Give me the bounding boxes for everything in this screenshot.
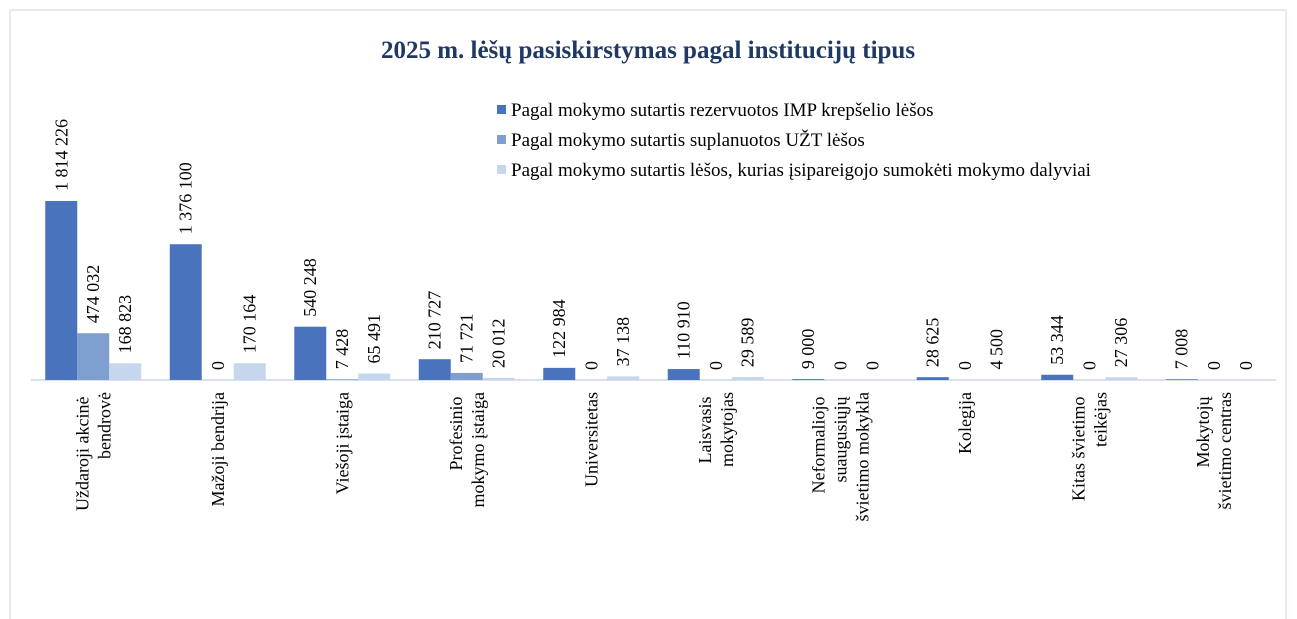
bar (1105, 377, 1138, 380)
bar (1041, 374, 1074, 380)
x-tick-label: Universitetas (581, 392, 601, 487)
value-label: 0 (1079, 361, 1099, 370)
value-label: 0 (1236, 361, 1256, 370)
x-tick-label: Kitas švietimo teikėjas (1068, 392, 1110, 501)
value-label: 540 248 (300, 258, 320, 317)
value-label: 20 012 (489, 319, 509, 369)
chart-border (9, 9, 1287, 619)
value-label: 71 721 (457, 313, 477, 363)
bar (109, 363, 142, 380)
legend-label: Pagal mokymo sutartis suplanuotos UŽT lė… (511, 129, 865, 151)
value-label: 65 491 (364, 314, 384, 364)
x-tick-label: Viešoji įstaiga (332, 392, 352, 494)
value-label: 122 984 (549, 299, 569, 358)
value-label: 29 589 (738, 318, 758, 368)
value-label: 210 727 (425, 291, 445, 350)
value-label: 0 (706, 361, 726, 370)
bar (358, 373, 391, 380)
value-label: 0 (955, 361, 975, 370)
bar (77, 333, 110, 380)
value-label: 0 (581, 361, 601, 370)
value-label: 0 (830, 361, 850, 370)
bar (294, 326, 327, 380)
bar (667, 369, 700, 380)
value-label: 27 306 (1111, 318, 1131, 368)
bar (607, 376, 640, 380)
legend-swatch (497, 105, 506, 114)
value-label: 53 344 (1047, 315, 1067, 365)
legend-label: Pagal mokymo sutartis rezervuotos IMP kr… (511, 100, 934, 121)
value-label: 170 164 (240, 295, 260, 354)
x-tick-label: Laisvasis mokytojas (695, 392, 737, 467)
value-label: 474 032 (83, 265, 103, 324)
bar (916, 377, 949, 380)
x-tick-label: Profesinio mokymo įstaiga (446, 392, 488, 508)
value-label: 37 138 (613, 317, 633, 367)
bar (1165, 379, 1198, 380)
value-label: 7 428 (332, 329, 352, 370)
bar (482, 378, 515, 380)
x-tick-label: Neformaliojo suaugusiųjų švietimo mokykl… (808, 392, 872, 522)
value-label: 168 823 (115, 295, 135, 354)
value-label: 0 (862, 361, 882, 370)
value-label: 7 008 (1172, 329, 1192, 370)
value-label: 28 625 (923, 318, 943, 368)
bar (326, 379, 359, 380)
value-label: 1 376 100 (176, 162, 196, 234)
bar (792, 379, 825, 380)
value-label: 9 000 (798, 329, 818, 370)
bar (418, 359, 451, 380)
legend-swatch (497, 135, 506, 144)
bar (450, 372, 483, 380)
bar (543, 367, 576, 380)
x-tick-label: Mažoji bendrija (208, 392, 228, 506)
bar (169, 244, 202, 380)
chart-title: 2025 m. lėšų pasiskirstymas pagal instit… (381, 37, 915, 64)
value-label: 0 (1204, 361, 1224, 370)
value-label: 0 (208, 361, 228, 370)
x-tick-label: Mokytojų švietimo centras (1193, 392, 1235, 509)
bar (45, 201, 78, 380)
bar (731, 377, 764, 380)
legend-swatch (497, 165, 506, 174)
x-tick-label: Uždaroji akcinė bendrovė (72, 392, 114, 511)
value-label: 1 814 226 (51, 119, 71, 191)
value-label: 4 500 (987, 329, 1007, 370)
value-label: 110 910 (674, 301, 694, 359)
legend-label: Pagal mokymo sutartis lėšos, kurias įsip… (511, 160, 1091, 181)
x-tick-label: Kolegija (955, 392, 975, 454)
bar (233, 363, 266, 380)
